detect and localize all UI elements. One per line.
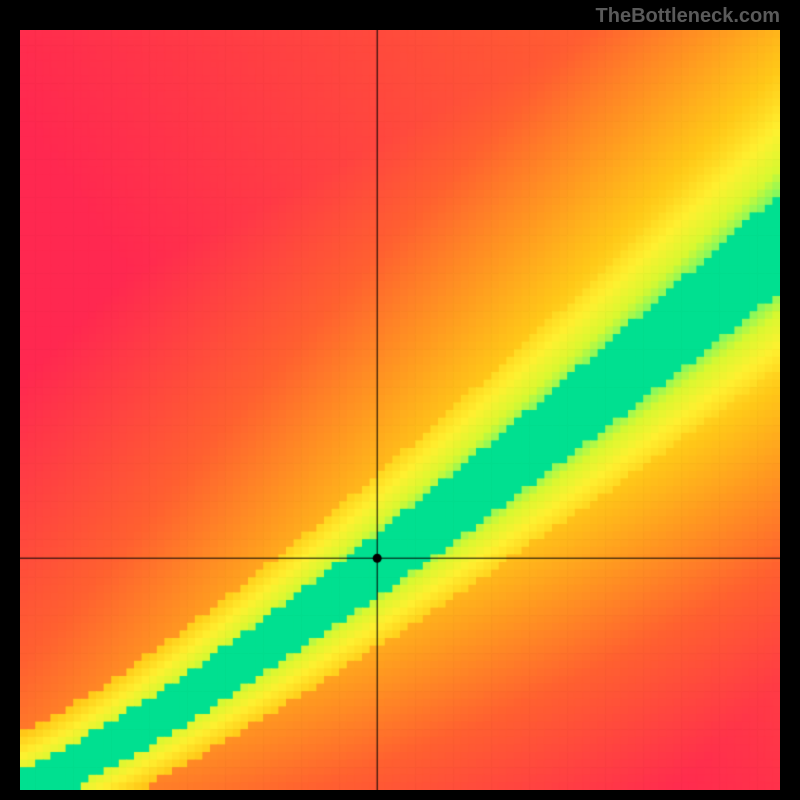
- chart-container: TheBottleneck.com: [0, 0, 800, 800]
- heatmap-canvas: [20, 30, 780, 790]
- watermark-text: TheBottleneck.com: [596, 5, 780, 28]
- heatmap-plot: [20, 30, 780, 790]
